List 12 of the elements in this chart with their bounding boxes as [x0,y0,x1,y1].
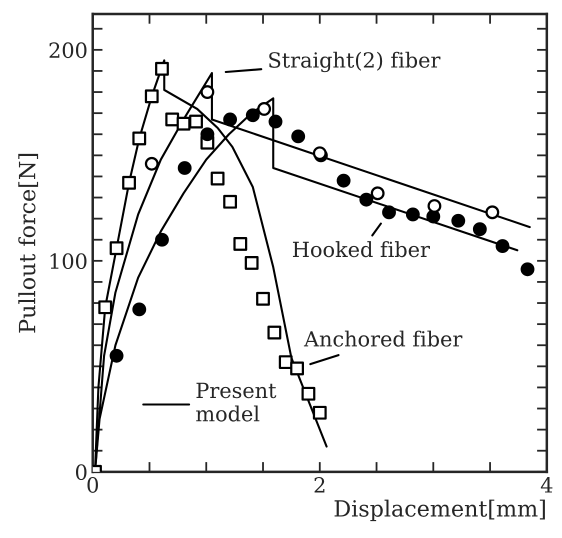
legend-label: Present model [196,382,276,422]
y-axis-title: Pullout force[N] [18,154,38,333]
annotation: Straight(2) fiber [269,52,440,72]
x-tick-label: 2 [314,477,324,493]
y-tick-label: 100 [50,253,86,270]
y-tick-label: 200 [50,42,86,58]
x-tick-label: 4 [540,477,552,493]
y-tick-label: 0 [76,464,86,480]
annotation: Anchored fiber [304,330,462,347]
x-axis-title: Displacement[mm] [334,500,545,522]
x-tick-label: 0 [87,477,98,493]
annotation: Hooked fiber [292,241,430,258]
